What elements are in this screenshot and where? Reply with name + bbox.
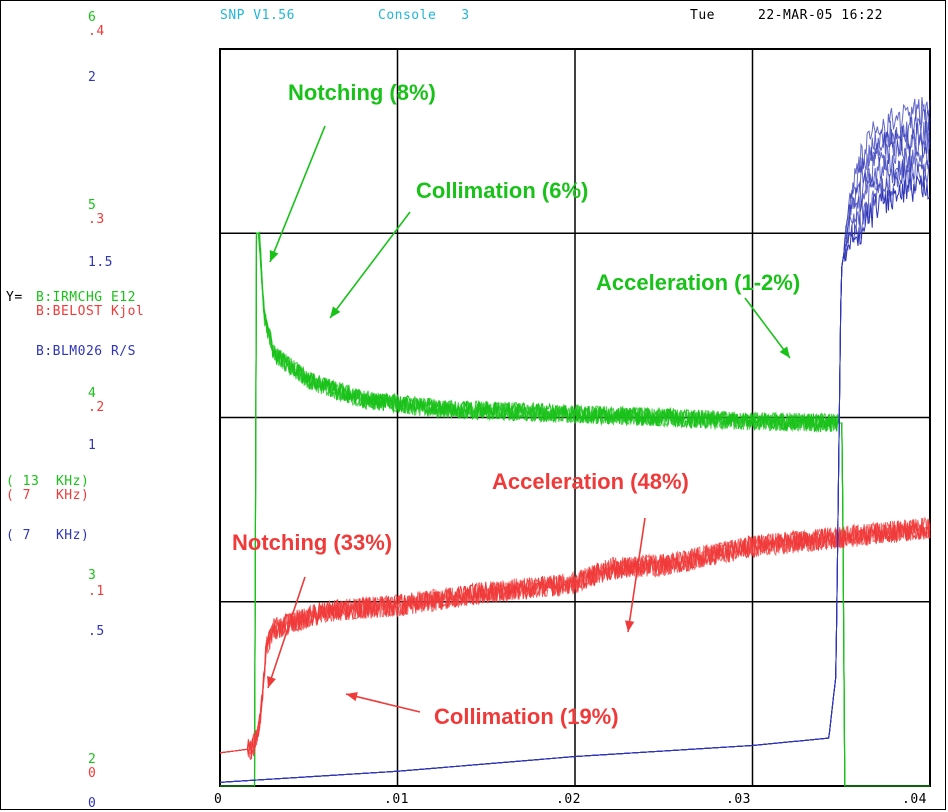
blue-tick-2: 2 [88,70,97,85]
series-b-belost-kjol-trace [219,517,931,755]
green-tick-3: 3 [88,568,97,583]
annotation-green-collimation: Collimation (6%) [416,178,589,203]
annotation-red-acceleration: Acceleration (48%) [492,469,689,494]
arrow-red-notching-head [267,676,276,688]
arrow-green-notching-line [269,125,326,263]
x-tick-001: .01 [384,792,409,807]
x-tick-004: .04 [902,792,927,807]
blue-tick-0: 0 [88,796,97,811]
arrow-red-acceleration-line [627,517,646,633]
red-tick-03: .3 [88,212,105,227]
rate-blue: ( 7 KHz) [6,528,90,543]
app-version: SNP V1.56 [220,8,295,23]
x-tick-0: 0 [214,792,223,807]
y-prefix: Y= [6,290,23,305]
arrow-green-acceleration-line [744,297,791,359]
annotation-red-notching: Notching (33%) [232,530,393,555]
annotation-green-acceleration: Acceleration (1-2%) [596,270,801,295]
rate-red: ( 7 KHz) [6,488,90,503]
green-tick-2: 2 [88,752,97,767]
annotation-red-collimation: Collimation (19%) [434,704,619,729]
day-label: Tue [690,8,715,23]
x-tick-002: .02 [556,792,581,807]
arrow-green-notching-head [269,250,279,262]
console-label: Console 3 [378,8,470,23]
blue-tick-15: 1.5 [88,255,113,270]
series-b-belost-kjol-trace [219,516,931,758]
channel-blue: B:BLM026 R/S [36,344,136,359]
green-tick-5: 5 [88,198,97,213]
x-tick-003: .03 [726,792,751,807]
channel-green: B:IRMCHG E12 [36,290,136,305]
blue-tick-05: .5 [88,624,105,639]
arrow-red-collimation-line [345,693,421,713]
arrow-green-collimation-line [329,211,411,319]
series-b-irmchg-e12-trace [220,232,930,787]
arrow-red-collimation-head [346,692,358,702]
arrow-red-notching-line [267,576,306,689]
green-tick-4: 4 [88,386,97,401]
red-tick-01: .1 [88,584,105,599]
red-tick-02: .2 [88,400,105,415]
rate-green: ( 13 KHz) [6,474,90,489]
blue-tick-1: 1 [88,438,97,453]
channel-red: B:BELOST Kjol [36,304,145,319]
arrow-green-collimation-head [330,306,341,318]
arrow-green-acceleration-head [779,346,790,358]
timestamp: 22-MAR-05 16:22 [758,8,883,23]
series-b-blm026-r-s-trace [220,97,931,783]
annotation-green-notching: Notching (8%) [288,80,436,105]
arrow-red-acceleration-head [625,620,635,632]
red-tick-04: .4 [88,24,105,39]
red-tick-0: 0 [88,766,97,781]
green-tick-6: 6 [88,10,97,25]
